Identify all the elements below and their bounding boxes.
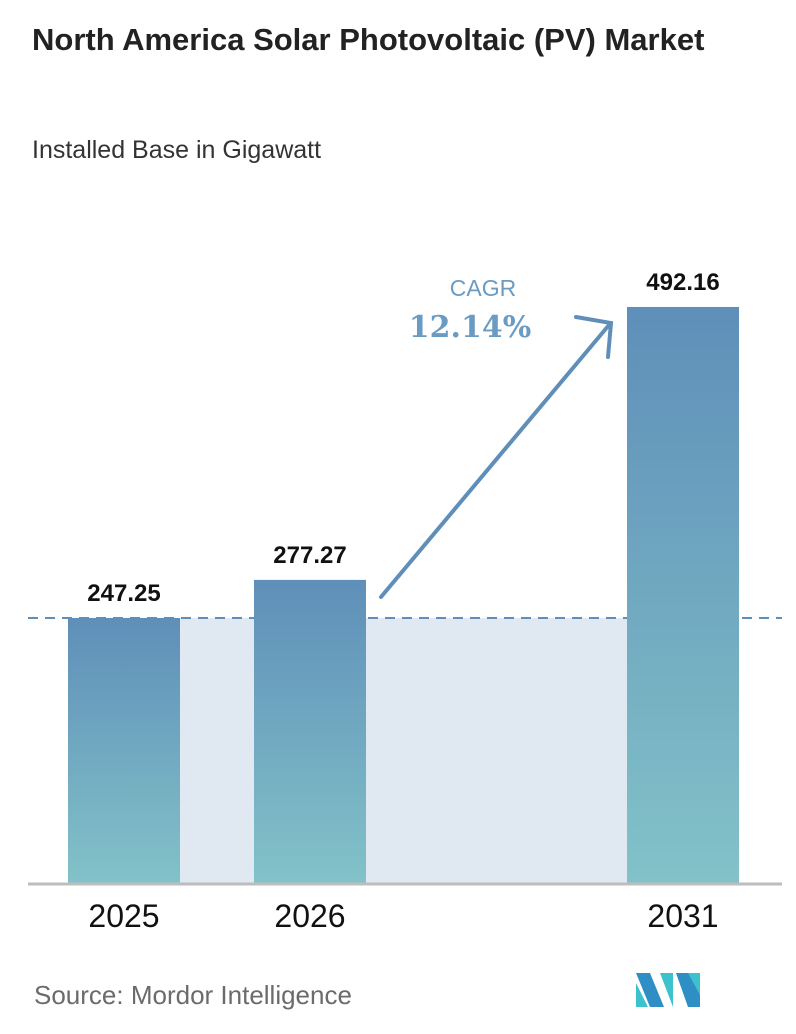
- bar-2025: [68, 618, 180, 883]
- chart-title: North America Solar Photovoltaic (PV) Ma…: [32, 22, 705, 57]
- bar-2031: [627, 306, 739, 884]
- source-text: Source: Mordor Intelligence: [34, 980, 352, 1010]
- data-label-2031: 492.16: [646, 269, 719, 296]
- cagr-label: CAGR: [450, 275, 516, 301]
- x-tick-label-2026: 2026: [274, 898, 345, 934]
- cagr-arrow: [379, 315, 614, 599]
- chart-subtitle: Installed Base in Gigawatt: [32, 136, 322, 164]
- bar-2026: [254, 579, 366, 883]
- cagr-value: 12.14%: [409, 310, 531, 345]
- x-tick-label-2031: 2031: [647, 898, 718, 934]
- data-label-2025: 247.25: [87, 580, 160, 607]
- mordor-logo: [636, 973, 700, 1007]
- data-label-2026: 277.27: [273, 542, 346, 569]
- x-tick-label-2025: 2025: [88, 898, 159, 934]
